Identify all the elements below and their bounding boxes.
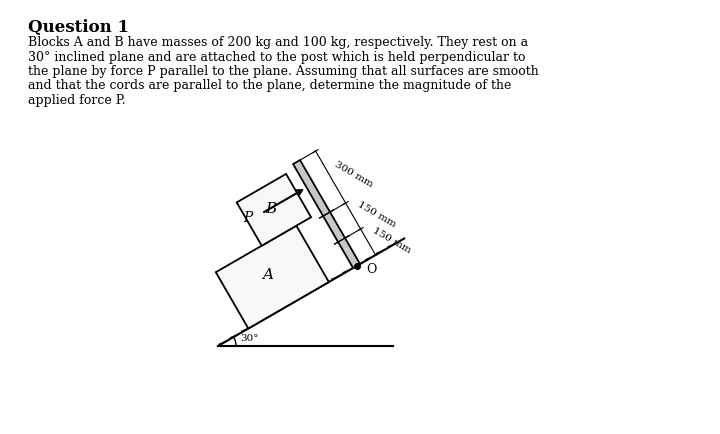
- Text: B: B: [265, 202, 276, 216]
- Polygon shape: [293, 160, 360, 268]
- Polygon shape: [216, 226, 329, 329]
- Text: 300 mm: 300 mm: [333, 160, 374, 189]
- Text: 150 mm: 150 mm: [371, 226, 412, 255]
- Text: P: P: [243, 211, 253, 225]
- Text: applied force P.: applied force P.: [28, 94, 125, 107]
- Polygon shape: [237, 174, 311, 246]
- Text: A: A: [262, 268, 273, 282]
- Text: 30° inclined plane and are attached to the post which is held perpendicular to: 30° inclined plane and are attached to t…: [28, 50, 526, 63]
- Text: O: O: [366, 263, 377, 276]
- Text: 30°: 30°: [240, 334, 258, 343]
- Text: the plane by force P parallel to the plane. Assuming that all surfaces are smoot: the plane by force P parallel to the pla…: [28, 65, 539, 78]
- Text: Question 1: Question 1: [28, 19, 129, 36]
- Text: 150 mm: 150 mm: [356, 200, 397, 229]
- Text: and that the cords are parallel to the plane, determine the magnitude of the: and that the cords are parallel to the p…: [28, 79, 511, 92]
- Text: Blocks A and B have masses of 200 kg and 100 kg, respectively. They rest on a: Blocks A and B have masses of 200 kg and…: [28, 36, 528, 49]
